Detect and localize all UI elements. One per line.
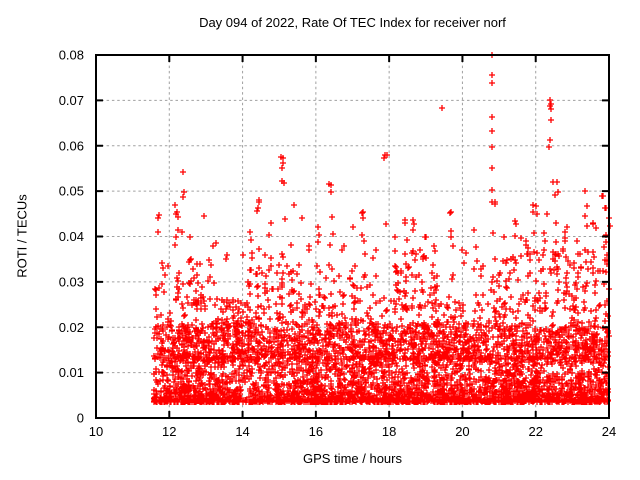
data-points [151,52,613,405]
x-tick-label: 22 [528,424,542,439]
y-tick-label: 0.08 [59,48,84,63]
y-tick-label: 0.03 [59,274,84,289]
x-tick-label: 14 [235,424,249,439]
x-tick-label: 24 [602,424,616,439]
axis-ticks [95,54,610,419]
x-tick-label: 16 [309,424,323,439]
y-tick-label: 0 [77,411,84,426]
x-tick-label: 12 [162,424,176,439]
chart-title: Day 094 of 2022, Rate Of TEC Index for r… [199,15,506,30]
y-tick-label: 0.04 [59,229,84,244]
x-axis-title: GPS time / hours [303,451,402,466]
y-tick-label: 0.07 [59,93,84,108]
y-tick-label: 0.02 [59,320,84,335]
y-tick-label: 0.06 [59,138,84,153]
x-tick-label: 20 [455,424,469,439]
x-tick-label: 18 [382,424,396,439]
x-tick-labels: 10 12 14 16 18 20 22 24 [89,424,616,439]
y-tick-label: 0.01 [59,365,84,380]
y-tick-labels: 0 0.01 0.02 0.03 0.04 0.05 0.06 0.07 0.08 [59,48,84,426]
y-tick-label: 0.05 [59,184,84,199]
x-tick-label: 10 [89,424,103,439]
